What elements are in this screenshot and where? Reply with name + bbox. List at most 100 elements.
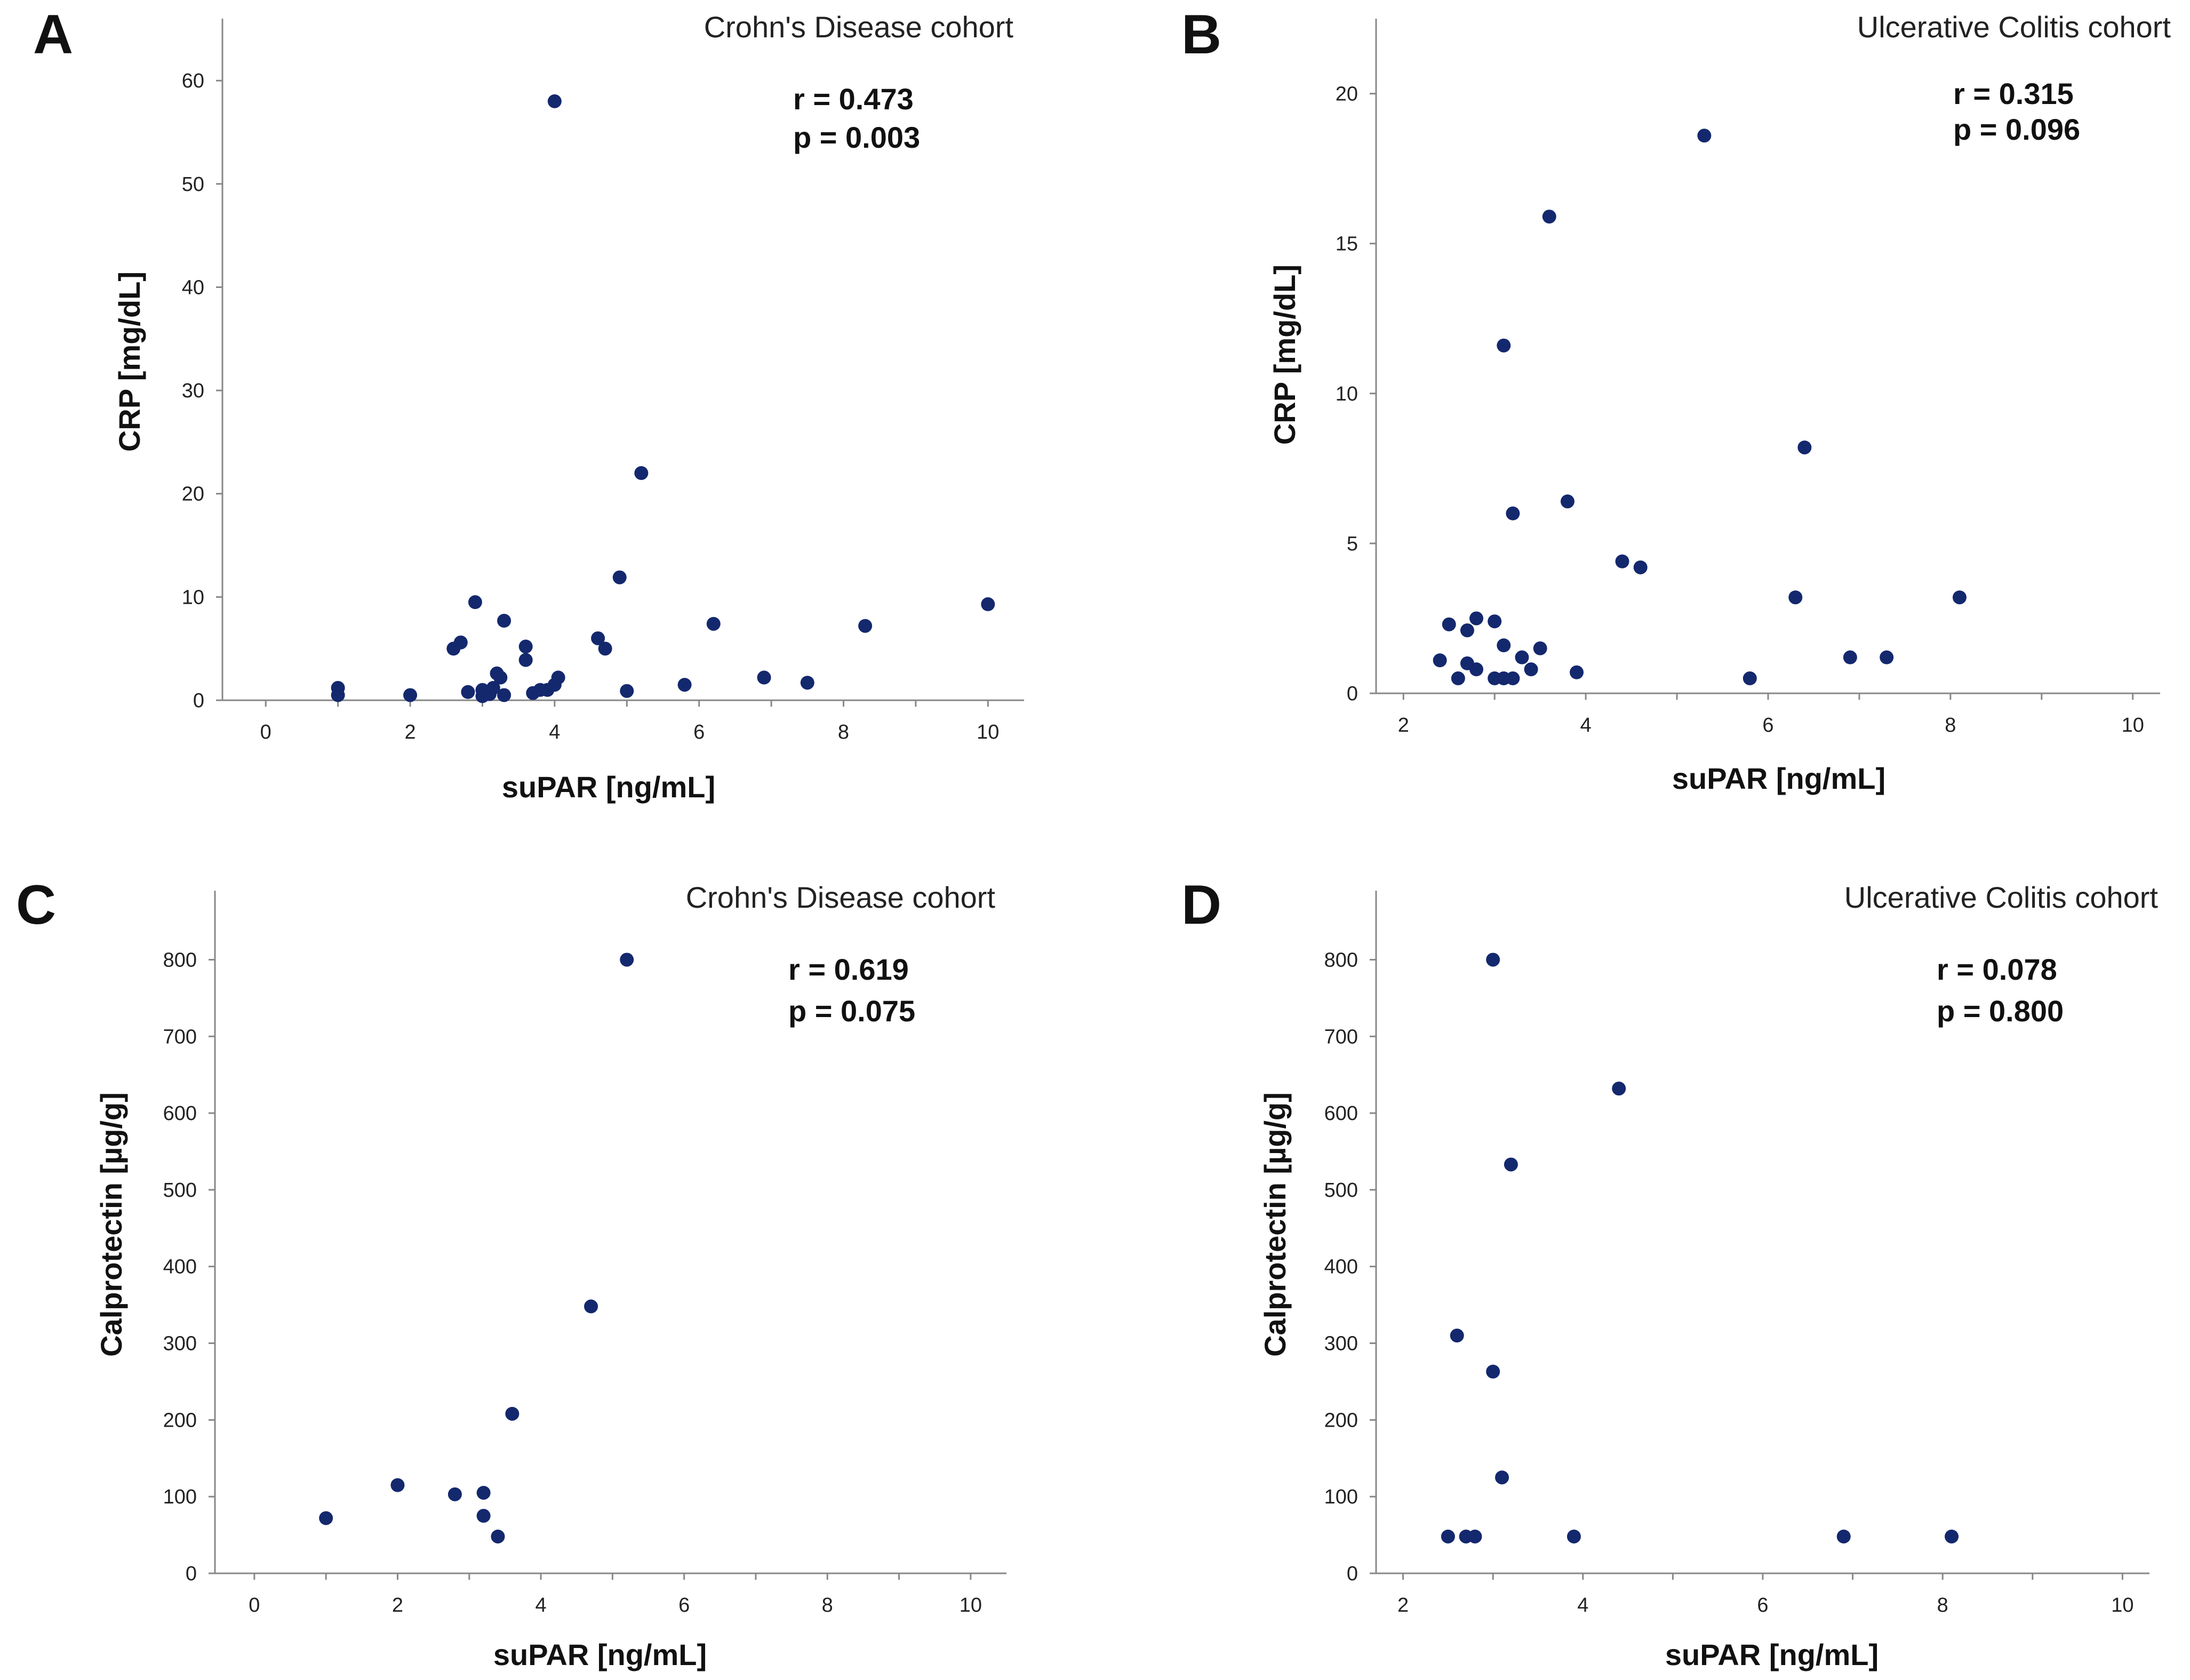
panel-b-x-tick-label: 4: [1580, 714, 1592, 737]
panel-c-stat-p: p = 0.075: [788, 994, 915, 1028]
panel-a-data-point: [468, 595, 482, 610]
panel-c-title: Crohn's Disease cohort: [686, 881, 996, 914]
panel-b-data-point: [1615, 554, 1629, 569]
panel-b-data-point: [1570, 665, 1584, 679]
panel-c-y-tick-label: 600: [163, 1102, 197, 1125]
panel-d-y-tick-label: 700: [1324, 1026, 1358, 1048]
panel-d-x-tick-label: 8: [1937, 1594, 1948, 1617]
panel-d-y-axis-title: Calprotectin [µg/g]: [1258, 1092, 1292, 1357]
panel-a-x-tick-label: 0: [260, 721, 271, 743]
panel-c-x-axis-title: suPAR [ng/mL]: [493, 1638, 707, 1671]
panel-c-y-tick-label: 100: [163, 1486, 197, 1508]
panel-d-x-tick-label: 10: [2111, 1594, 2133, 1617]
panel-d-data-point: [1504, 1157, 1518, 1172]
panel-d-data-point: [1836, 1529, 1851, 1543]
panel-c-data-point: [319, 1511, 333, 1525]
panel-c-x-tick-label: 8: [822, 1594, 833, 1617]
panel-c-y-tick-label: 700: [163, 1026, 197, 1048]
panel-a-data-point: [518, 639, 533, 654]
panel-c-x-tick-label: 0: [249, 1594, 260, 1617]
panel-a: A Crohn's Disease cohort r = 0.473 p = 0…: [33, 4, 1024, 804]
panel-c-data-point: [620, 953, 634, 967]
panel-c-y-tick-label: 300: [163, 1333, 197, 1355]
panel-c-data-point: [491, 1529, 505, 1543]
panel-c-x-tick-label: 6: [678, 1594, 690, 1617]
panel-a-data-point: [677, 677, 692, 692]
panel-b: B Ulcerative Colitis cohort r = 0.315 p …: [1181, 4, 2171, 795]
panel-b-data-point: [1497, 638, 1511, 653]
panel-a-stat-r: r = 0.473: [793, 82, 914, 116]
panel-a-y-axis-title: CRP [mg/dL]: [113, 271, 146, 452]
panel-b-data-point: [1488, 614, 1502, 629]
panel-d-x-tick-label: 2: [1397, 1594, 1409, 1617]
panel-d-data-point: [1945, 1529, 1959, 1543]
panel-a-stat-p: p = 0.003: [793, 121, 920, 154]
panel-d-y-tick-label: 200: [1324, 1409, 1358, 1431]
panel-letter-b: B: [1181, 4, 1221, 66]
panel-d-data-point: [1495, 1470, 1509, 1485]
panel-b-data-point: [1560, 494, 1574, 509]
panel-a-data-point: [403, 688, 418, 702]
panel-b-y-tick-label: 5: [1347, 533, 1358, 555]
panel-a-y-tick-label: 60: [182, 70, 204, 92]
panel-c-y-axis-title: Calprotectin [µg/g]: [94, 1092, 128, 1357]
panel-c-data-point: [447, 1487, 462, 1501]
panel-c-y-tick-label: 0: [186, 1563, 197, 1585]
panel-b-data-point: [1533, 641, 1547, 655]
panel-a-data-point: [620, 684, 634, 698]
panel-c-y-tick-label: 500: [163, 1179, 197, 1202]
panel-a-y-tick-label: 50: [182, 173, 204, 196]
panel-d-data-point: [1468, 1529, 1482, 1543]
panel-c-y-tick-label: 800: [163, 949, 197, 971]
panel-c: C Crohn's Disease cohort r = 0.619 p = 0…: [16, 874, 1006, 1671]
panel-d-y-tick-label: 300: [1324, 1333, 1358, 1355]
panel-a-data-point: [547, 94, 562, 108]
panel-a-data-point: [518, 653, 533, 667]
panel-b-data-point: [1442, 617, 1456, 631]
panel-letter-d: D: [1181, 874, 1221, 936]
panel-d-stat-p: p = 0.800: [1937, 994, 2064, 1028]
panel-c-x-tick-label: 4: [535, 1594, 546, 1617]
panel-d-data-point: [1612, 1082, 1626, 1096]
panel-a-data-point: [591, 631, 605, 645]
panel-letter-c: C: [16, 874, 56, 936]
panel-d-data-point: [1486, 953, 1500, 967]
panel-b-y-tick-label: 15: [1336, 233, 1358, 255]
panel-c-data-point: [476, 1485, 491, 1500]
panel-a-x-axis-title: suPAR [ng/mL]: [502, 770, 715, 804]
panel-d-y-tick-label: 400: [1324, 1256, 1358, 1278]
panel-a-x-tick-label: 6: [693, 721, 705, 743]
panel-a-data-point: [497, 688, 511, 702]
panel-d-data-point: [1441, 1529, 1455, 1543]
panel-a-data-point: [497, 613, 511, 628]
panel-b-data-point: [1506, 671, 1520, 685]
panel-b-data-point: [1743, 671, 1757, 685]
panel-b-x-tick-label: 2: [1398, 714, 1409, 737]
panel-b-data-point: [1952, 590, 1967, 605]
panel-a-data-point: [706, 617, 721, 631]
panel-c-data-point: [584, 1299, 598, 1314]
panel-d-data-point: [1486, 1364, 1500, 1379]
panel-b-data-point: [1843, 650, 1857, 665]
panel-a-y-tick-label: 40: [182, 276, 204, 299]
panel-a-y-tick-label: 0: [193, 690, 204, 712]
panel-b-x-axis-title: suPAR [ng/mL]: [1672, 762, 1885, 795]
panel-a-data-point: [493, 670, 508, 685]
panel-c-y-tick-label: 400: [163, 1256, 197, 1278]
panel-a-data-point: [453, 635, 468, 650]
panel-d-y-tick-label: 500: [1324, 1179, 1358, 1202]
panel-c-y-tick-label: 200: [163, 1409, 197, 1431]
panel-d-stat-r: r = 0.078: [1937, 953, 2057, 986]
panel-a-title: Crohn's Disease cohort: [704, 10, 1014, 44]
panel-b-data-point: [1460, 623, 1474, 637]
panel-a-data-point: [612, 570, 627, 585]
panel-a-data-point: [981, 597, 995, 611]
panel-d-x-tick-label: 6: [1757, 1594, 1768, 1617]
panel-a-x-tick-label: 8: [838, 721, 849, 743]
panel-a-data-point: [800, 676, 814, 690]
panel-a-y-tick-label: 10: [182, 586, 204, 609]
panel-b-stat-p: p = 0.096: [1953, 113, 2080, 146]
panel-a-x-tick-label: 4: [549, 721, 560, 743]
panel-a-y-tick-label: 30: [182, 380, 204, 402]
panel-b-y-tick-label: 20: [1336, 83, 1358, 106]
